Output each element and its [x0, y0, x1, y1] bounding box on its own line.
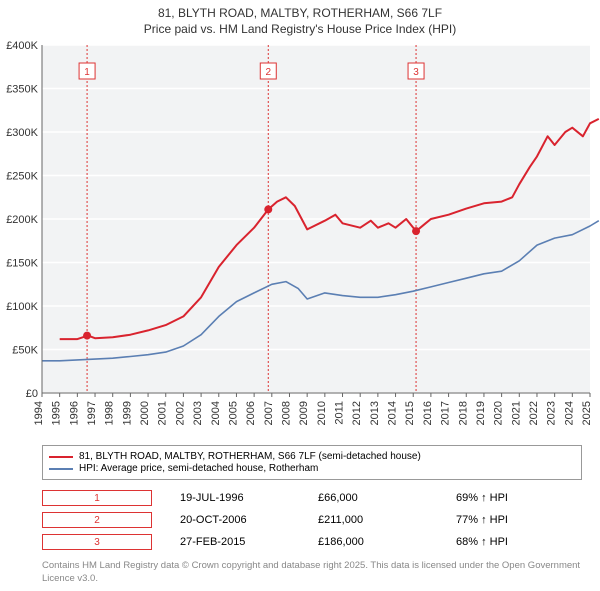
svg-text:£200K: £200K	[6, 214, 38, 226]
svg-text:1: 1	[84, 67, 90, 78]
svg-text:1998: 1998	[104, 401, 116, 425]
svg-text:2013: 2013	[369, 401, 381, 425]
attribution: Contains HM Land Registry data © Crown c…	[42, 560, 582, 585]
marker-price-3: £186,000	[318, 536, 428, 548]
marker-date-1: 19-JUL-1996	[180, 492, 290, 504]
legend-label-1: 81, BLYTH ROAD, MALTBY, ROTHERHAM, S66 7…	[79, 451, 421, 462]
svg-text:2010: 2010	[316, 401, 328, 425]
svg-text:2011: 2011	[334, 401, 346, 425]
svg-text:2001: 2001	[157, 401, 169, 425]
marker-table: 1 19-JUL-1996 £66,000 69% ↑ HPI 2 20-OCT…	[42, 490, 582, 550]
svg-text:2018: 2018	[457, 401, 469, 425]
legend-item-1: 81, BLYTH ROAD, MALTBY, ROTHERHAM, S66 7…	[49, 451, 575, 462]
svg-text:£50K: £50K	[12, 345, 38, 357]
svg-text:1997: 1997	[86, 401, 98, 425]
marker-price-2: £211,000	[318, 514, 428, 526]
legend-swatch-1	[49, 456, 73, 458]
marker-hpi-2: 77% ↑ HPI	[456, 514, 566, 526]
svg-text:2015: 2015	[404, 401, 416, 425]
svg-text:2016: 2016	[422, 401, 434, 425]
svg-text:1999: 1999	[121, 401, 133, 425]
title-line-1: 81, BLYTH ROAD, MALTBY, ROTHERHAM, S66 7…	[0, 6, 600, 22]
svg-text:2004: 2004	[210, 401, 222, 425]
svg-text:2009: 2009	[298, 401, 310, 425]
svg-text:2005: 2005	[227, 401, 239, 425]
marker-badge-2: 2	[42, 512, 152, 528]
marker-date-3: 27-FEB-2015	[180, 536, 290, 548]
plot-area: £0 £50K £100K £150K £200K £250K £300K £350K £400…	[0, 39, 600, 439]
svg-text:2019: 2019	[475, 401, 487, 425]
svg-text:2: 2	[265, 67, 271, 78]
svg-text:2024: 2024	[563, 401, 575, 425]
marker-row-1: 1 19-JUL-1996 £66,000 69% ↑ HPI	[42, 490, 582, 506]
svg-text:2003: 2003	[192, 401, 204, 425]
svg-text:2023: 2023	[546, 401, 558, 425]
svg-text:£150K: £150K	[6, 258, 38, 270]
svg-text:2012: 2012	[351, 401, 363, 425]
legend-item-2: HPI: Average price, semi-detached house,…	[49, 463, 575, 474]
chart-container: 81, BLYTH ROAD, MALTBY, ROTHERHAM, S66 7…	[0, 0, 600, 585]
svg-text:2014: 2014	[387, 401, 399, 425]
marker-hpi-3: 68% ↑ HPI	[456, 536, 566, 548]
marker-badge-3: 3	[42, 534, 152, 550]
svg-text:1995: 1995	[51, 401, 63, 425]
svg-text:1996: 1996	[68, 401, 80, 425]
svg-text:2007: 2007	[263, 401, 275, 425]
svg-text:2022: 2022	[528, 401, 540, 425]
marker-row-2: 2 20-OCT-2006 £211,000 77% ↑ HPI	[42, 512, 582, 528]
svg-text:£250K: £250K	[6, 171, 38, 183]
chart-svg: £0 £50K £100K £150K £200K £250K £300K £350K £400…	[0, 39, 600, 439]
title-line-2: Price paid vs. HM Land Registry's House …	[0, 22, 600, 38]
svg-text:2000: 2000	[139, 401, 151, 425]
marker-badge-1: 1	[42, 490, 152, 506]
title-block: 81, BLYTH ROAD, MALTBY, ROTHERHAM, S66 7…	[0, 0, 600, 39]
svg-text:1994: 1994	[33, 401, 45, 425]
marker-row-3: 3 27-FEB-2015 £186,000 68% ↑ HPI	[42, 534, 582, 550]
svg-text:2020: 2020	[493, 401, 505, 425]
legend-label-2: HPI: Average price, semi-detached house,…	[79, 463, 318, 474]
svg-text:£100K: £100K	[6, 301, 38, 313]
svg-text:2025: 2025	[581, 401, 593, 425]
svg-text:3: 3	[413, 67, 419, 78]
marker-date-2: 20-OCT-2006	[180, 514, 290, 526]
legend: 81, BLYTH ROAD, MALTBY, ROTHERHAM, S66 7…	[42, 445, 582, 480]
svg-text:£0: £0	[26, 388, 38, 400]
svg-text:2002: 2002	[174, 401, 186, 425]
svg-text:£300K: £300K	[6, 127, 38, 139]
marker-price-1: £66,000	[318, 492, 428, 504]
marker-hpi-1: 69% ↑ HPI	[456, 492, 566, 504]
legend-swatch-2	[49, 468, 73, 470]
svg-text:2017: 2017	[440, 401, 452, 425]
svg-text:2008: 2008	[280, 401, 292, 425]
svg-text:£400K: £400K	[6, 40, 38, 52]
svg-text:2021: 2021	[510, 401, 522, 425]
svg-text:2006: 2006	[245, 401, 257, 425]
svg-text:£350K: £350K	[6, 84, 38, 96]
